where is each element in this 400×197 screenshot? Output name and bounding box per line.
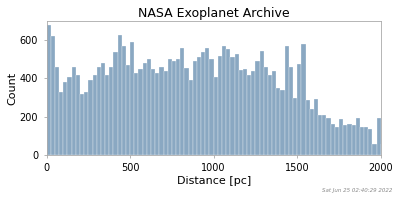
Bar — [364, 127, 368, 155]
Bar — [63, 82, 68, 155]
Bar — [84, 92, 88, 155]
Bar — [256, 61, 260, 155]
Bar — [210, 59, 214, 155]
Bar — [130, 42, 134, 155]
Bar — [260, 51, 264, 155]
Bar — [285, 46, 289, 155]
Bar — [101, 63, 105, 155]
Bar — [230, 58, 234, 155]
Bar — [147, 59, 151, 155]
Bar — [247, 75, 251, 155]
Bar — [105, 75, 109, 155]
Bar — [343, 125, 347, 155]
Bar — [297, 64, 301, 155]
Bar — [218, 56, 222, 155]
Text: Sat Jun 25 02:40:29 2022: Sat Jun 25 02:40:29 2022 — [322, 188, 392, 193]
Bar — [251, 71, 256, 155]
Bar — [88, 80, 92, 155]
Bar — [301, 44, 306, 155]
Bar — [205, 48, 210, 155]
Bar — [289, 67, 293, 155]
Bar — [184, 68, 188, 155]
Bar — [214, 77, 218, 155]
Bar — [72, 67, 76, 155]
Bar — [356, 118, 360, 155]
Bar — [172, 61, 176, 155]
Bar — [222, 46, 226, 155]
Bar — [322, 115, 326, 155]
Bar — [97, 67, 101, 155]
Bar — [239, 70, 243, 155]
Bar — [118, 34, 122, 155]
Bar — [226, 49, 230, 155]
Bar — [138, 69, 143, 155]
Bar — [176, 59, 180, 155]
Bar — [143, 63, 147, 155]
Bar — [347, 124, 352, 155]
Bar — [372, 144, 376, 155]
Bar — [360, 127, 364, 155]
Bar — [339, 119, 343, 155]
Bar — [276, 88, 280, 155]
Bar — [134, 73, 138, 155]
Bar — [272, 71, 276, 155]
Bar — [243, 69, 247, 155]
Bar — [122, 46, 126, 155]
Bar — [126, 65, 130, 155]
Bar — [385, 144, 389, 155]
Bar — [197, 58, 201, 155]
Bar — [46, 25, 51, 155]
Bar — [326, 118, 331, 155]
Bar — [59, 92, 63, 155]
Bar — [306, 99, 310, 155]
Bar — [335, 127, 339, 155]
Bar — [398, 142, 400, 155]
Bar — [352, 125, 356, 155]
Title: NASA Exoplanet Archive: NASA Exoplanet Archive — [138, 7, 290, 20]
Bar — [389, 142, 393, 155]
Bar — [381, 144, 385, 155]
Bar — [234, 54, 239, 155]
Bar — [109, 67, 113, 155]
Bar — [293, 98, 297, 155]
Bar — [201, 52, 205, 155]
Bar — [51, 36, 55, 155]
Bar — [168, 59, 172, 155]
Bar — [368, 129, 372, 155]
Bar — [80, 94, 84, 155]
X-axis label: Distance [pc]: Distance [pc] — [176, 176, 251, 186]
Bar — [376, 118, 381, 155]
Bar — [164, 71, 168, 155]
Bar — [92, 75, 97, 155]
Bar — [264, 67, 268, 155]
Bar — [159, 67, 164, 155]
Bar — [193, 61, 197, 155]
Bar — [188, 80, 193, 155]
Bar — [331, 124, 335, 155]
Bar — [310, 109, 314, 155]
Y-axis label: Count: Count — [7, 72, 17, 105]
Bar — [393, 141, 398, 155]
Bar — [113, 52, 118, 155]
Bar — [180, 48, 184, 155]
Bar — [314, 98, 318, 155]
Bar — [318, 115, 322, 155]
Bar — [155, 73, 159, 155]
Bar — [280, 90, 285, 155]
Bar — [76, 75, 80, 155]
Bar — [268, 75, 272, 155]
Bar — [68, 77, 72, 155]
Bar — [151, 69, 155, 155]
Bar — [55, 67, 59, 155]
